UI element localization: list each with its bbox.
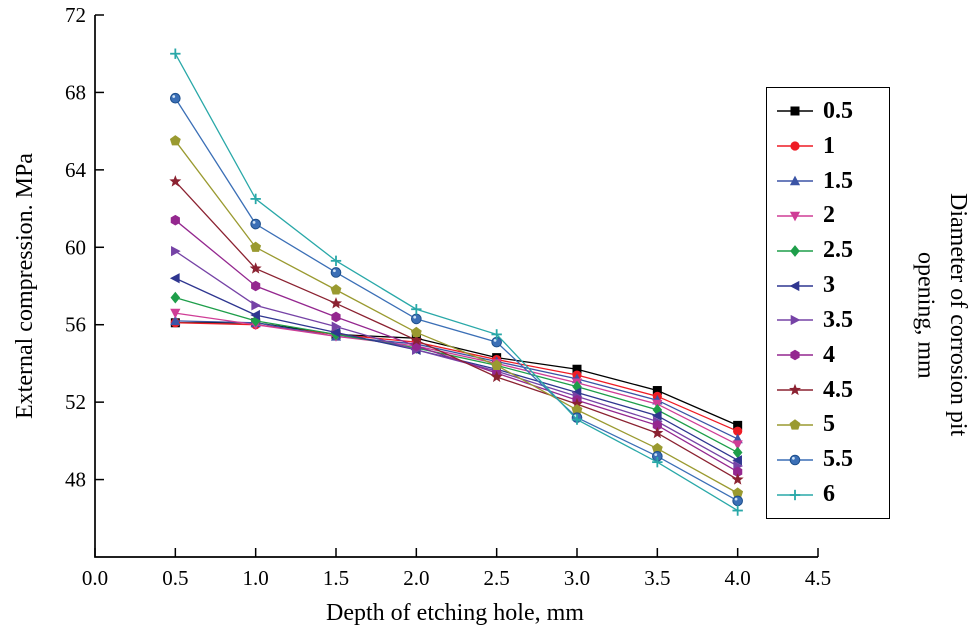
- legend-item-3: 3: [775, 269, 889, 302]
- triangle-up-marker-icon: [777, 175, 813, 186]
- legend-label: 2: [823, 202, 835, 229]
- hexagon-marker-icon: [777, 349, 813, 361]
- legend-label: 1.5: [823, 167, 853, 194]
- series-5: [169, 135, 744, 498]
- series-1: [170, 318, 743, 436]
- legend-title: Diameter of corrosion pit opening, mm: [909, 105, 974, 525]
- y-axis-title: External compression. MPa: [12, 153, 38, 419]
- triangle-left-marker-icon: [777, 280, 813, 291]
- x-axis-title: Depth of etching hole, mm: [326, 600, 584, 626]
- legend: 0.5 1 1.5 2 2.5 3 3.5 4 4.5 5 5.5 6: [766, 87, 890, 519]
- circle-marker-icon: [777, 141, 813, 151]
- legend-label: 4: [823, 341, 835, 368]
- legend-label: 3: [823, 272, 835, 299]
- legend-item-4: 4: [775, 339, 889, 372]
- legend-item-1: 1: [775, 130, 889, 163]
- axes: 0.0 0.5 1.0 1.5 2.0 2.5 3.0 3.5 4.0 4.5 48 52 56 60 64…: [65, 3, 831, 590]
- legend-item-4.5: 4.5: [775, 374, 889, 407]
- x-tick-label: 4.0: [725, 566, 751, 590]
- y-tick-label: 68: [65, 80, 86, 104]
- star-marker-icon: [777, 383, 813, 396]
- legend-label: 1: [823, 132, 835, 159]
- x-tick-label: 4.5: [805, 566, 831, 590]
- x-tick-label: 2.0: [403, 566, 429, 590]
- legend-item-2: 2: [775, 199, 889, 232]
- legend-label: 5.5: [823, 446, 853, 473]
- legend-title-line-1: Diameter of corrosion pit: [945, 193, 971, 437]
- series-4.5: [169, 175, 744, 485]
- legend-item-6: 6: [775, 478, 889, 511]
- legend-item-3.5: 3.5: [775, 304, 889, 337]
- x-tick-label: 3.5: [644, 566, 670, 590]
- legend-label: 6: [823, 481, 835, 508]
- x-tick-label: 2.5: [484, 566, 510, 590]
- x-tick-label: 0.0: [82, 566, 108, 590]
- legend-item-0.5: 0.5: [775, 95, 889, 128]
- triangle-down-marker-icon: [777, 211, 813, 222]
- triangle-right-marker-icon: [777, 315, 813, 326]
- legend-label: 0.5: [823, 97, 853, 124]
- y-tick-label: 60: [65, 235, 86, 259]
- plus-marker-icon: [777, 489, 813, 500]
- series-4: [170, 214, 743, 478]
- legend-label: 4.5: [823, 376, 853, 403]
- x-tick-label: 0.5: [162, 566, 188, 590]
- legend-label: 2.5: [823, 237, 853, 264]
- legend-item-5.5: 5.5: [775, 443, 889, 476]
- y-tick-label: 64: [65, 158, 87, 182]
- legend-title-line-2: opening, mm: [912, 251, 939, 379]
- legend-label: 5: [823, 411, 835, 438]
- x-tick-label: 1.0: [243, 566, 269, 590]
- legend-item-5: 5: [775, 408, 889, 441]
- y-tick-label: 48: [65, 468, 86, 492]
- series-6: [170, 48, 743, 516]
- legend-item-1.5: 1.5: [775, 165, 889, 198]
- diamond-marker-icon: [777, 244, 813, 257]
- y-tick-label: 56: [65, 313, 86, 337]
- pentagon-marker-icon: [777, 419, 813, 430]
- y-tick-label: 52: [65, 390, 86, 414]
- legend-item-2.5: 2.5: [775, 234, 889, 267]
- y-tick-label: 72: [65, 3, 86, 27]
- legend-label: 3.5: [823, 306, 853, 333]
- sphere-marker-icon: [777, 454, 813, 465]
- x-tick-label: 3.0: [564, 566, 590, 590]
- square-marker-icon: [777, 106, 813, 116]
- series-5.5: [170, 92, 743, 507]
- x-tick-label: 1.5: [323, 566, 349, 590]
